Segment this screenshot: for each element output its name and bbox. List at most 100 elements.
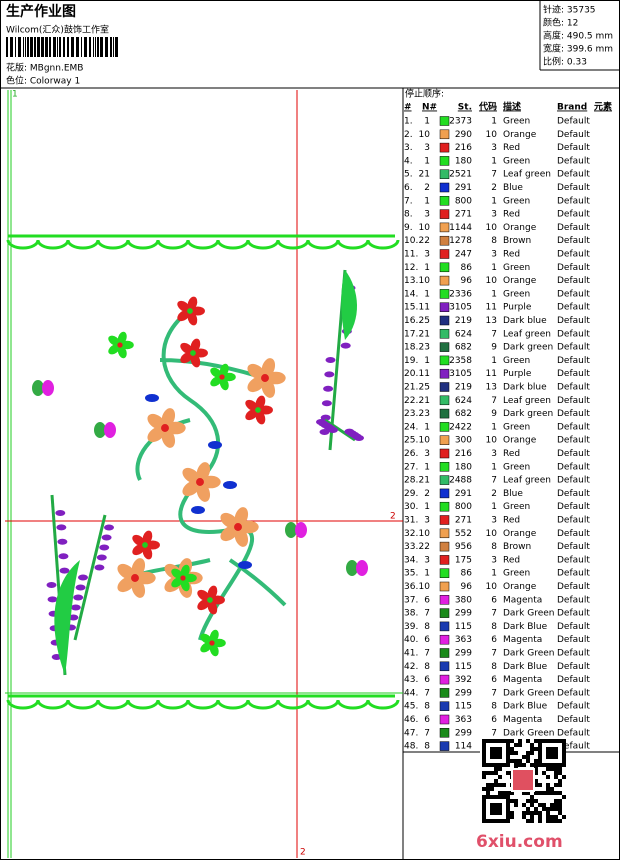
qr-module <box>518 763 522 767</box>
qr-module <box>502 783 506 787</box>
qr-module <box>494 767 498 771</box>
needle: 10 <box>419 223 431 233</box>
qr-module <box>558 783 562 787</box>
needle: 2 <box>424 183 430 193</box>
qr-module <box>554 775 558 779</box>
qr-module <box>506 759 510 763</box>
needle: 10 <box>419 130 431 140</box>
table-title: 停止顺序: <box>405 88 444 100</box>
qr-module <box>490 807 494 811</box>
column-header: Brand <box>557 103 587 113</box>
color-swatch <box>439 728 450 738</box>
color-swatch <box>439 581 450 592</box>
qr-module <box>494 783 498 787</box>
flower-center <box>180 575 186 581</box>
code: 2 <box>491 489 497 499</box>
column-header: 代码 <box>478 101 497 113</box>
qr-module <box>502 795 506 799</box>
qr-module <box>486 783 490 787</box>
qr-module <box>550 803 554 807</box>
bar <box>34 37 36 57</box>
color-swatch <box>439 329 450 339</box>
stitches: 682 <box>455 343 472 353</box>
row-number: 33. <box>404 542 418 552</box>
qr-module <box>554 767 558 771</box>
code: 3 <box>491 210 497 220</box>
row-number: 23. <box>404 409 418 419</box>
description: Magenta <box>503 635 542 645</box>
brand: Default <box>557 728 590 738</box>
bar <box>100 37 103 57</box>
color-swatch <box>439 528 450 539</box>
needle: 3 <box>424 143 430 153</box>
bar <box>45 37 48 57</box>
needle: 3 <box>424 516 430 526</box>
brand: Default <box>557 622 590 632</box>
code: 7 <box>491 329 497 339</box>
flower-center <box>187 308 193 314</box>
qr-module <box>486 739 490 743</box>
needle: 1 <box>424 196 430 206</box>
petal <box>207 600 218 615</box>
color-swatch <box>439 235 450 246</box>
petal <box>108 335 121 346</box>
petal <box>245 399 259 412</box>
color-swatch <box>439 142 450 153</box>
row-number: 32. <box>404 529 418 539</box>
row-number: 25. <box>404 436 418 446</box>
color-swatch <box>439 249 450 259</box>
brand: Default <box>557 223 590 233</box>
description: Orange <box>503 582 537 592</box>
description: Leaf green <box>503 476 551 486</box>
qr-module <box>530 799 534 803</box>
code: 13 <box>486 383 497 393</box>
row-number: 11. <box>404 250 418 260</box>
row-number: 8. <box>404 210 413 220</box>
color-swatch <box>439 541 450 552</box>
bar <box>84 37 87 57</box>
row-number: 5. <box>404 170 413 180</box>
lavender <box>96 554 107 561</box>
description: Red <box>503 449 520 459</box>
stitches: 291 <box>455 183 472 193</box>
description: Green <box>503 289 530 299</box>
code: 8 <box>491 622 497 632</box>
stitches: 3105 <box>449 369 472 379</box>
qr-module <box>498 807 502 811</box>
code: 7 <box>491 396 497 406</box>
stitches: 216 <box>455 449 472 459</box>
qr-module <box>522 811 526 815</box>
canvas-marker: 1 <box>12 90 18 100</box>
flower-center <box>131 574 139 582</box>
code: 1 <box>491 569 497 579</box>
color-swatch <box>439 262 450 273</box>
stitches: 271 <box>455 516 472 526</box>
description: Green <box>503 196 530 206</box>
qr-module <box>486 819 490 823</box>
lavender <box>319 429 330 435</box>
description: Blue <box>503 489 523 499</box>
qr-module <box>514 743 518 747</box>
color-swatch <box>439 408 450 419</box>
code: 10 <box>486 436 498 446</box>
qr-module <box>530 763 534 767</box>
needle: 22 <box>419 542 430 552</box>
color-swatch <box>439 515 450 525</box>
column-header: 元素 <box>594 101 612 113</box>
color-swatch <box>439 674 450 685</box>
qr-module <box>534 763 538 767</box>
petal <box>171 568 184 579</box>
petal <box>261 358 276 378</box>
row-number: 41. <box>404 649 418 659</box>
needle: 1 <box>424 156 430 166</box>
qr-module <box>514 763 518 767</box>
stitches: 219 <box>455 383 472 393</box>
code: 10 <box>486 529 498 539</box>
color-swatch <box>439 156 450 166</box>
qr-module <box>558 807 562 811</box>
flower-center <box>190 350 196 356</box>
color-swatch <box>439 608 450 618</box>
brand: Default <box>557 715 590 725</box>
row-number: 48. <box>404 742 418 752</box>
qr-module <box>490 755 494 759</box>
